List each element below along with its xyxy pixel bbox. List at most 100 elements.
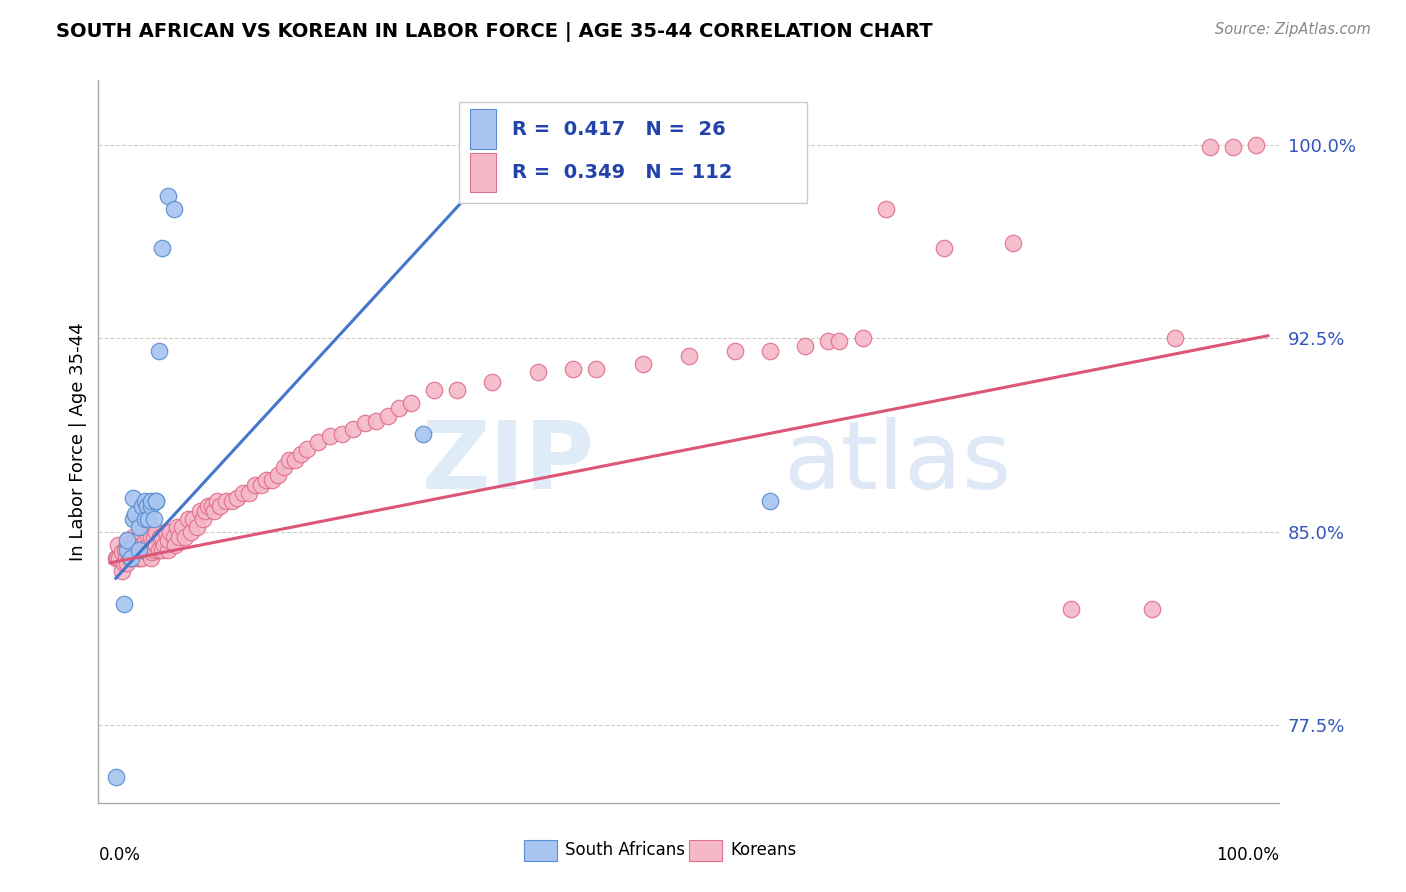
Point [128,550,150,565]
Point [117,533,139,547]
Point [1222,140,1244,154]
Text: ZIP: ZIP [422,417,595,509]
Point [143,512,166,526]
Point [117,538,139,552]
Point [112,597,135,611]
Y-axis label: In Labor Force | Age 35-44: In Labor Force | Age 35-44 [69,322,87,561]
Point [174,530,197,544]
Point [1002,235,1025,250]
Point [759,344,782,359]
Point [120,550,142,565]
Point [278,452,301,467]
Point [134,533,156,547]
Point [136,512,159,526]
Point [388,401,411,415]
Point [262,473,284,487]
Point [631,357,654,371]
Point [112,556,135,570]
Point [107,538,129,552]
Point [108,550,131,565]
Point [105,550,128,565]
Point [145,524,167,539]
Point [163,530,186,544]
Point [156,533,179,547]
Bar [471,109,496,149]
Point [284,452,307,467]
Point [202,504,225,518]
Point [138,538,160,552]
Point [143,530,166,544]
Point [139,550,162,565]
Point [104,770,127,784]
Point [159,524,181,539]
Point [238,486,260,500]
Text: South Africans: South Africans [565,841,685,860]
Point [254,473,277,487]
Point [118,550,141,565]
Point [124,533,146,547]
Point [148,542,170,557]
Point [136,499,159,513]
Point [1246,137,1268,152]
Point [104,550,127,565]
Point [117,545,139,559]
Point [183,512,205,526]
Point [129,542,152,557]
Text: 100.0%: 100.0% [1216,847,1279,864]
Point [330,426,353,441]
Point [163,538,186,552]
Point [319,429,342,443]
Point [145,538,167,552]
Point [562,362,585,376]
Point [221,494,243,508]
Point [290,447,312,461]
Point [169,530,191,544]
Point [166,519,188,533]
Point [180,524,202,539]
Point [163,202,186,217]
Text: SOUTH AFRICAN VS KOREAN IN LABOR FORCE | AGE 35-44 CORRELATION CHART: SOUTH AFRICAN VS KOREAN IN LABOR FORCE |… [56,22,932,42]
Bar [689,840,723,861]
Point [249,478,271,492]
Point [139,530,162,544]
Point [307,434,329,449]
Point [342,422,364,436]
Point [875,202,897,217]
Point [115,550,138,565]
Point [295,442,318,457]
Point [155,524,177,539]
Point [148,344,170,359]
Point [131,499,153,513]
Point [117,556,139,570]
Point [117,542,139,557]
Point [143,542,166,557]
Point [423,383,446,397]
Point [481,375,503,389]
Point [226,491,249,506]
Point [191,512,214,526]
Point [120,550,142,565]
Text: atlas: atlas [783,417,1012,509]
Point [194,504,217,518]
Text: 0.0%: 0.0% [98,847,141,864]
Point [205,494,228,508]
Point [134,512,156,526]
Point [127,550,149,565]
Text: R =  0.349   N = 112: R = 0.349 N = 112 [512,163,733,182]
Point [527,365,550,379]
Point [136,530,159,544]
Point [377,409,399,423]
Point [208,499,231,513]
Text: Source: ZipAtlas.com: Source: ZipAtlas.com [1215,22,1371,37]
Point [131,550,153,565]
Point [201,499,224,513]
Point [267,468,290,483]
Point [678,350,700,364]
Point [145,494,167,508]
Point [122,512,145,526]
Point [412,426,434,441]
Point [124,545,146,559]
Point [446,383,468,397]
Point [793,339,815,353]
Point [122,542,145,557]
